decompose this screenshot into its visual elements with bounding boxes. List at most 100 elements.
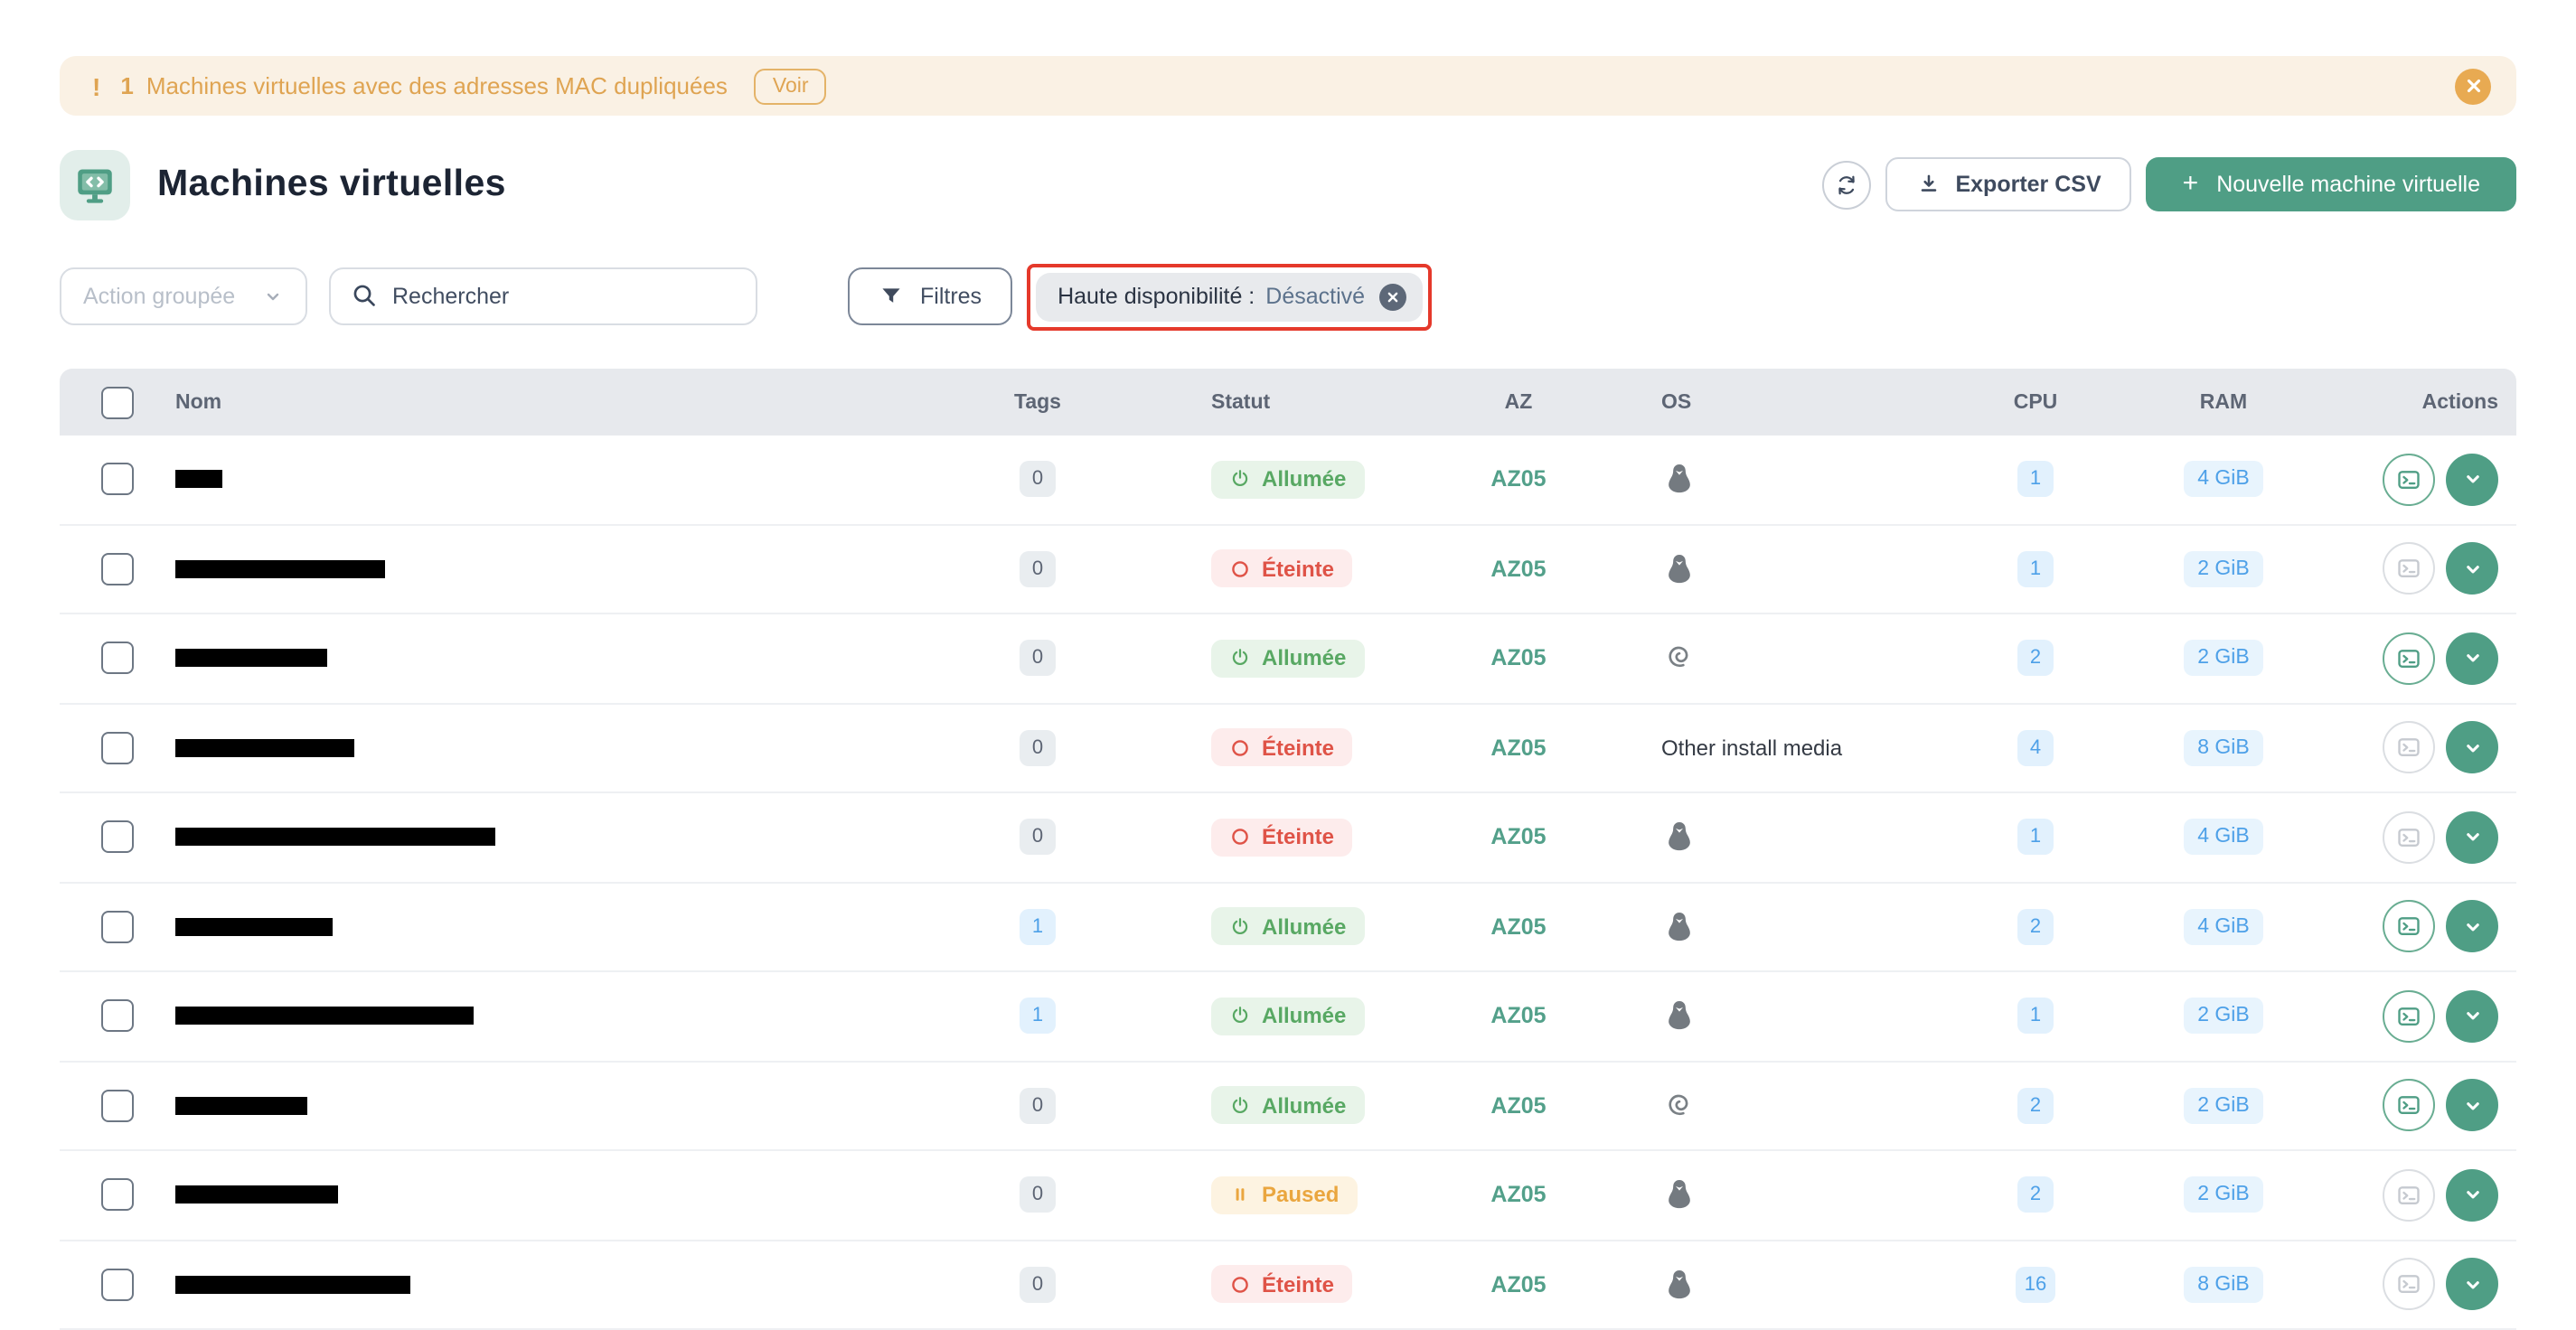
expand-row-button[interactable] <box>2446 900 2498 953</box>
vm-name-redacted <box>175 828 495 847</box>
status-label: Éteinte <box>1262 824 1335 850</box>
terminal-icon <box>2398 1007 2420 1026</box>
header-actions: Exporter CSV + Nouvelle machine virtuell… <box>1821 157 2516 211</box>
chevron-down-icon <box>2466 1280 2478 1288</box>
expand-row-button[interactable] <box>2446 810 2498 864</box>
expand-row-button[interactable] <box>2446 542 2498 595</box>
expand-row-button[interactable] <box>2446 1258 2498 1311</box>
chevron-down-icon <box>2466 833 2478 841</box>
console-button[interactable] <box>2383 989 2435 1043</box>
row-checkbox[interactable] <box>101 731 134 764</box>
linux-tux-icon <box>1661 820 1697 856</box>
expand-row-button[interactable] <box>2446 453 2498 506</box>
column-header-actions: Actions <box>2421 391 2498 413</box>
cpu-badge: 16 <box>2015 1266 2056 1303</box>
az-label: AZ05 <box>1490 1092 1547 1119</box>
az-label: AZ05 <box>1490 735 1547 761</box>
row-checkbox[interactable] <box>101 910 134 943</box>
cpu-badge: 2 <box>2017 1176 2054 1213</box>
cpu-badge: 1 <box>2017 998 2054 1035</box>
console-button[interactable] <box>2383 1079 2435 1132</box>
linux-tux-icon <box>1661 551 1697 587</box>
bulk-action-select[interactable]: Action groupée <box>60 267 307 325</box>
status-label: Paused <box>1262 1182 1340 1208</box>
row-checkbox[interactable] <box>101 820 134 854</box>
expand-row-button[interactable] <box>2446 632 2498 685</box>
row-checkbox[interactable] <box>101 999 134 1033</box>
debian-swirl-icon <box>1661 641 1697 677</box>
status-label: Allumée <box>1262 1003 1347 1029</box>
status-badge: Allumée <box>1211 907 1365 946</box>
row-checkbox[interactable] <box>101 463 134 496</box>
see-duplicates-button[interactable]: Voir <box>754 68 827 104</box>
power-off-icon <box>1229 1274 1251 1296</box>
refresh-button[interactable] <box>1821 160 1871 209</box>
status-badge: Allumée <box>1211 1086 1365 1125</box>
column-header-cpu: CPU <box>2013 391 2058 413</box>
search-icon <box>353 285 375 306</box>
console-button[interactable] <box>2383 1258 2435 1311</box>
row-checkbox[interactable] <box>101 642 134 675</box>
ha-filter-chip[interactable]: Haute disponibilité : Désactivé <box>1036 272 1424 321</box>
vm-monitor-icon <box>60 149 130 220</box>
remove-filter-button[interactable] <box>1379 283 1407 310</box>
export-csv-label: Exporter CSV <box>1955 172 2101 197</box>
select-all-checkbox[interactable] <box>101 386 134 418</box>
vm-name-redacted <box>175 738 354 757</box>
terminal-icon <box>2398 1185 2420 1204</box>
status-label: Allumée <box>1262 466 1347 492</box>
row-checkbox[interactable] <box>101 1268 134 1301</box>
table-body: 0 Allumée AZ05 1 4 GiB <box>60 436 2516 1330</box>
power-off-icon <box>1229 827 1251 848</box>
status-badge: Allumée <box>1211 460 1365 499</box>
page-header: Machines virtuelles Exporter CSV + Nouve… <box>60 148 2516 220</box>
tags-count-badge: 0 <box>1020 1266 1056 1303</box>
column-header-statut: Statut <box>1211 391 1271 413</box>
az-label: AZ05 <box>1490 1182 1547 1208</box>
status-badge: Éteinte <box>1211 549 1353 588</box>
table-row: 0 Allumée AZ05 2 2 GiB <box>60 1062 2516 1151</box>
linux-tux-icon <box>1661 1177 1697 1213</box>
expand-row-button[interactable] <box>2446 1079 2498 1132</box>
ram-badge: 2 GiB <box>2183 998 2264 1035</box>
console-button[interactable] <box>2383 810 2435 864</box>
vm-name-redacted <box>175 917 333 936</box>
console-button[interactable] <box>2383 1168 2435 1222</box>
ram-badge: 2 GiB <box>2183 640 2264 677</box>
console-button[interactable] <box>2383 453 2435 506</box>
ram-badge: 8 GiB <box>2183 1266 2264 1303</box>
expand-row-button[interactable] <box>2446 721 2498 774</box>
expand-row-button[interactable] <box>2446 1168 2498 1222</box>
os-other-label: Other install media <box>1661 735 1843 761</box>
export-csv-button[interactable]: Exporter CSV <box>1885 157 2132 211</box>
vm-name-redacted <box>175 1007 474 1026</box>
console-button[interactable] <box>2383 542 2435 595</box>
table-row: 0 Allumée AZ05 1 4 GiB <box>60 436 2516 525</box>
ram-badge: 4 GiB <box>2183 461 2264 498</box>
chevron-down-icon <box>2466 744 2478 752</box>
table-row: 0 Éteinte AZ05 1 4 GiB <box>60 793 2516 883</box>
status-label: Éteinte <box>1262 1271 1335 1297</box>
new-vm-button[interactable]: + Nouvelle machine virtuelle <box>2146 157 2516 211</box>
power-off-icon <box>1229 737 1251 759</box>
linux-tux-icon <box>1661 909 1697 945</box>
cpu-badge: 1 <box>2017 819 2054 856</box>
expand-row-button[interactable] <box>2446 989 2498 1043</box>
power-on-icon <box>1229 648 1251 670</box>
cpu-badge: 2 <box>2017 1087 2054 1124</box>
row-checkbox[interactable] <box>101 552 134 585</box>
row-checkbox[interactable] <box>101 1089 134 1122</box>
console-button[interactable] <box>2383 721 2435 774</box>
table-row: 0 Paused AZ05 2 2 GiB <box>60 1151 2516 1241</box>
pause-icon <box>1229 1185 1251 1206</box>
row-checkbox[interactable] <box>101 1178 134 1212</box>
az-label: AZ05 <box>1490 556 1547 582</box>
search-input[interactable] <box>329 267 757 325</box>
console-button[interactable] <box>2383 632 2435 685</box>
power-off-icon <box>1229 558 1251 580</box>
console-button[interactable] <box>2383 900 2435 953</box>
vm-name-redacted <box>175 649 327 668</box>
filters-button[interactable]: Filtres <box>848 267 1013 325</box>
refresh-icon <box>1838 174 1855 194</box>
banner-close-button[interactable] <box>2455 68 2491 104</box>
